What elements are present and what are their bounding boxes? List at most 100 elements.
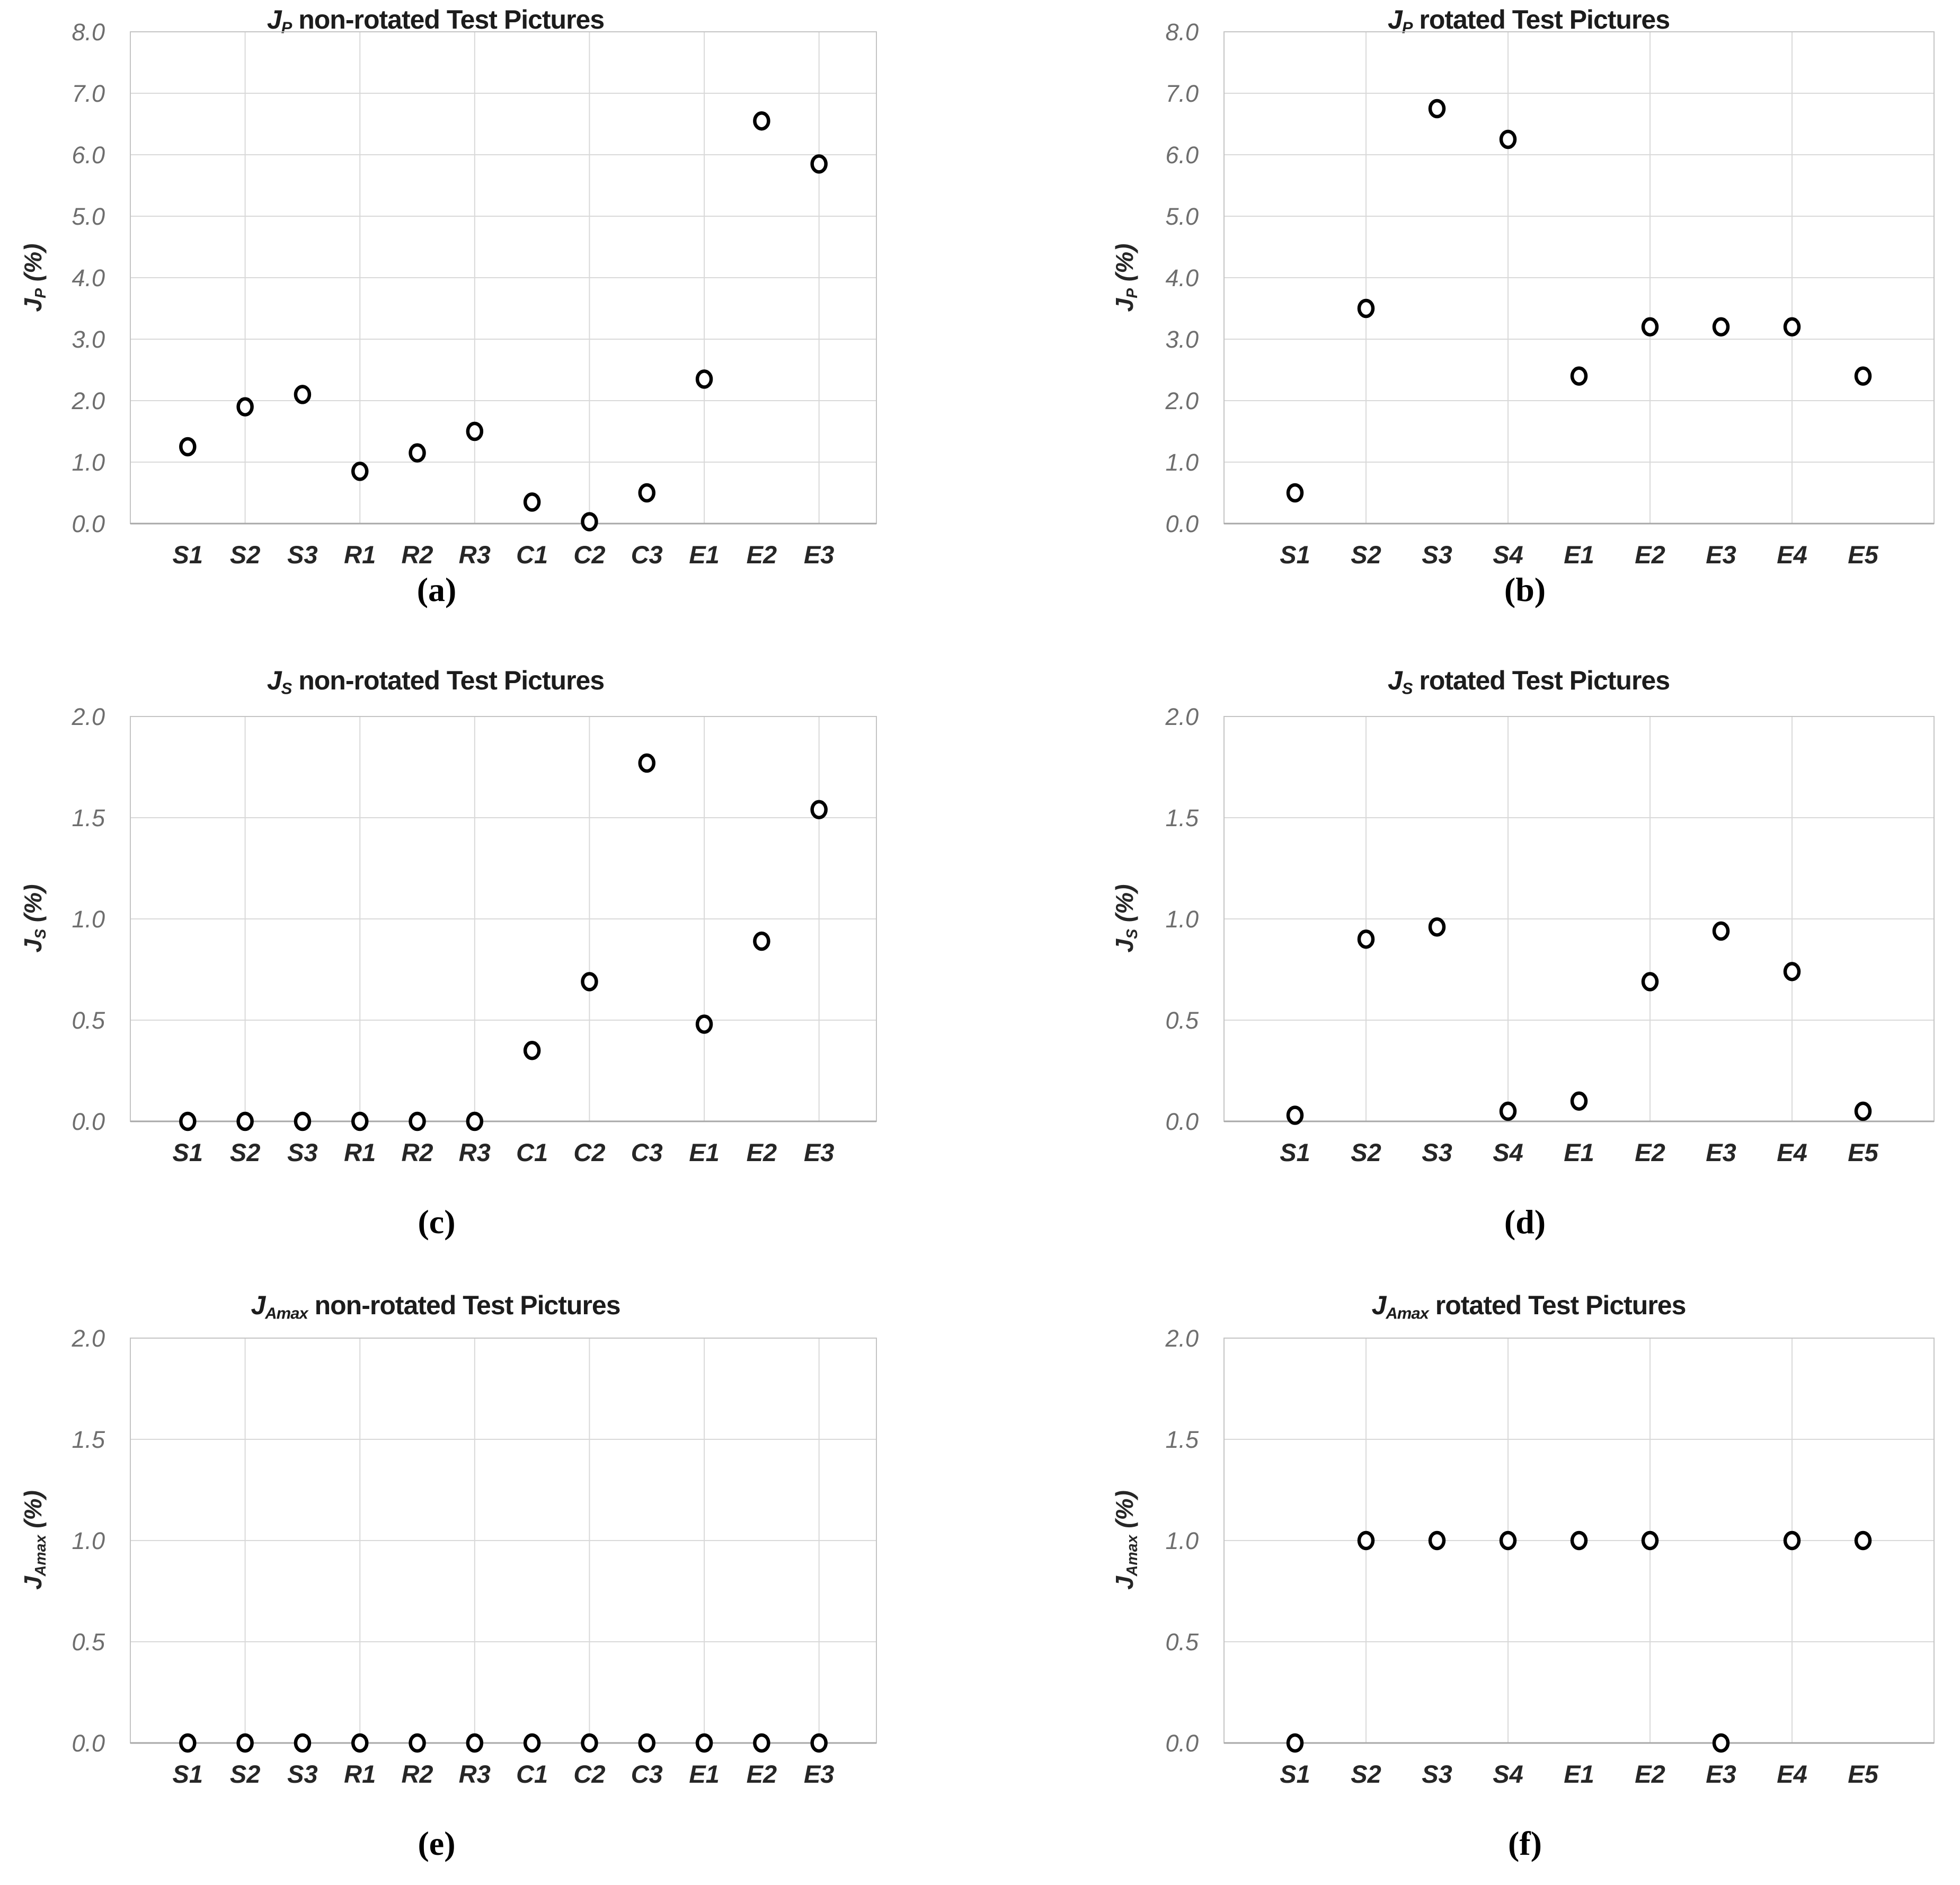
y-tick-label: 6.0: [72, 141, 105, 169]
x-category-label: S3: [287, 541, 318, 569]
data-point: [1357, 1530, 1375, 1551]
data-point: [179, 437, 197, 457]
title-text: rotated Test Pictures: [1412, 5, 1670, 34]
y-tick-labels: 0.0 0.5 1.0 1.5 2.0: [71, 703, 105, 1135]
data-point: [294, 1111, 312, 1131]
title-text: non-rotated Test Pictures: [307, 1290, 621, 1320]
data-series: [1286, 917, 1872, 1125]
x-category-label: R1: [344, 1138, 376, 1166]
gridlines: [1224, 31, 1934, 524]
y-tick-label: 1.0: [72, 906, 105, 933]
x-category-label: R2: [401, 1138, 433, 1166]
y-tick-label: 1.0: [72, 1527, 105, 1554]
y-tick-labels: 0.0 0.5 1.0 1.5 2.0: [1165, 703, 1199, 1135]
plot-area: 0.0 0.5 1.0 1.5 2.0 S1 S2 S3 R1 R2 R3 C1 C2 C3 E1 E2 E3: [0, 703, 980, 1167]
title-variable: J: [251, 1290, 265, 1320]
chart-canvas: 0.0 0.5 1.0 1.5 2.0 S1 S2 S3 R1 R2 R3 C1 C2 C3 E1 E2 E3: [71, 703, 877, 1166]
y-tick-label: 5.0: [72, 203, 105, 230]
x-category-label: E4: [1777, 1138, 1807, 1166]
x-category-label: S3: [287, 1138, 318, 1166]
data-point: [236, 1733, 254, 1753]
x-category-label: R1: [344, 1760, 376, 1788]
data-point: [466, 1733, 484, 1753]
title-text: non-rotated Test Pictures: [291, 5, 605, 34]
y-tick-label: 2.0: [1165, 1325, 1199, 1352]
gridlines: [130, 716, 876, 1121]
title-variable: J: [267, 666, 282, 695]
data-point: [523, 492, 541, 512]
data-point: [351, 1733, 369, 1753]
x-category-label: S4: [1493, 1760, 1523, 1788]
data-point: [1641, 317, 1659, 337]
panel-caption: (d): [1504, 1203, 1546, 1241]
chart-title: JS rotated Test Pictures: [1388, 665, 1670, 698]
panel-b: JP rotated Test Pictures JP (%) 0.0 1.0 2.…: [980, 0, 1960, 628]
data-point: [1854, 366, 1872, 386]
x-category-label: E2: [747, 1760, 777, 1788]
data-point: [1499, 129, 1517, 149]
x-category-label: S3: [1422, 1760, 1452, 1788]
x-category-label: C2: [573, 541, 605, 569]
x-category-label: R3: [459, 1138, 491, 1166]
x-category-label: S2: [1351, 1760, 1381, 1788]
data-point: [695, 1733, 713, 1753]
x-category-label: E4: [1777, 1760, 1807, 1788]
y-tick-label: 2.0: [71, 703, 105, 730]
panel-caption: (c): [418, 1203, 456, 1241]
x-category-label: E1: [1564, 1138, 1594, 1166]
y-tick-label: 7.0: [72, 80, 105, 107]
data-point: [810, 1733, 828, 1753]
y-tick-label: 1.5: [1165, 804, 1199, 831]
chart-canvas: 0.0 0.5 1.0 1.5 2.0 S1 S2 S3 S4 E1 E2 E3 E4 E5: [1165, 1325, 1935, 1788]
plot-area: 0.0 0.5 1.0 1.5 2.0 S1 S2 S3 R1 R2 R3 C1 C2 C3 E1 E2 E3: [0, 1325, 980, 1789]
title-subscript: Amax: [1386, 1304, 1429, 1323]
x-category-label: E5: [1848, 541, 1878, 569]
y-tick-label: 1.0: [1165, 449, 1199, 476]
title-subscript: S: [1402, 679, 1413, 698]
panel-f: JAmax rotated Test Pictures JAmax (%) 0.…: [980, 1265, 1960, 1885]
x-category-label: R2: [401, 1760, 433, 1788]
plot-area: 0.0 1.0 2.0 3.0 4.0 5.0 6.0 7.0 8.0 S1 S2 S3 R1 R2 R3 C…: [0, 19, 980, 569]
y-tick-label: 3.0: [1165, 326, 1199, 353]
data-point: [523, 1041, 541, 1060]
x-category-label: E3: [804, 1138, 835, 1166]
y-tick-label: 1.5: [72, 1426, 105, 1453]
y-tick-label: 1.0: [1165, 1527, 1199, 1554]
x-category-label: S2: [1351, 1138, 1381, 1166]
data-point: [753, 1733, 770, 1753]
data-point: [523, 1733, 541, 1753]
data-point: [581, 972, 598, 992]
x-category-label: E3: [804, 1760, 835, 1788]
y-tick-label: 0.5: [1165, 1007, 1199, 1034]
data-point: [1712, 921, 1730, 941]
x-category-label: E3: [1706, 1760, 1736, 1788]
x-category-label: S3: [1422, 541, 1452, 569]
panel-caption: (b): [1504, 571, 1546, 608]
title-text: non-rotated Test Pictures: [291, 666, 605, 695]
x-category-label: S3: [1422, 1138, 1452, 1166]
data-point: [466, 1111, 484, 1131]
data-point: [638, 1733, 656, 1753]
y-tick-label: 7.0: [1165, 80, 1199, 107]
y-tick-label: 1.0: [1165, 906, 1199, 933]
data-point: [1641, 972, 1659, 992]
data-point: [581, 1733, 598, 1753]
y-tick-label: 0.5: [1165, 1629, 1199, 1656]
data-point: [810, 154, 828, 174]
data-point: [1712, 317, 1730, 337]
title-variable: J: [1387, 5, 1403, 34]
data-point: [1783, 317, 1801, 337]
y-tick-labels: 0.0 1.0 2.0 3.0 4.0 5.0 6.0 7.0 8.0: [71, 19, 105, 537]
data-series: [179, 1733, 828, 1753]
x-category-label: E3: [1706, 1138, 1736, 1166]
data-point: [236, 397, 254, 417]
x-category-label: E5: [1848, 1760, 1878, 1788]
x-category-labels: S1 S2 S3 S4 E1 E2 E3 E4 E5: [1280, 1760, 1878, 1788]
data-point: [810, 800, 828, 819]
x-category-label: C3: [631, 1760, 663, 1788]
data-point: [409, 1733, 426, 1753]
x-category-label: S3: [287, 1760, 318, 1788]
x-category-label: E1: [1564, 1760, 1594, 1788]
y-tick-label: 1.5: [72, 804, 105, 831]
data-point: [294, 1733, 312, 1753]
